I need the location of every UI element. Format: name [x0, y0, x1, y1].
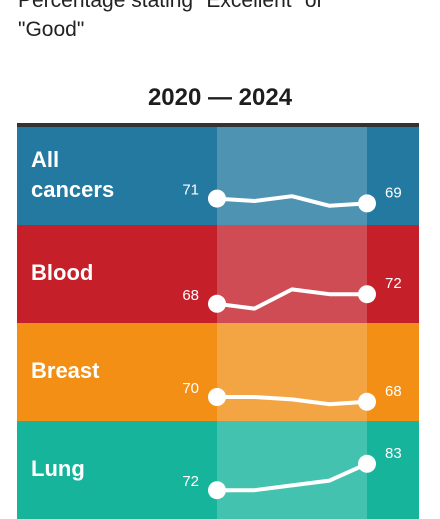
chart-rows: All cancers 71 69 Blood 68 72 Breast 70 68 Lung 72… [17, 127, 419, 519]
range-band [217, 323, 367, 421]
sparkline: 68 72 [182, 225, 402, 323]
end-value-label: 72 [385, 275, 402, 292]
sparkline: 72 83 [182, 421, 402, 519]
start-point [208, 294, 226, 313]
series-label: Lung [31, 456, 85, 481]
start-value-label: 71 [182, 182, 199, 199]
series-line [215, 287, 369, 311]
header-rule [17, 123, 419, 127]
range-band [217, 421, 367, 519]
end-value-label: 68 [385, 383, 402, 400]
series-label: Blood [31, 260, 94, 285]
row-2: Breast 70 68 [17, 323, 419, 421]
row-3: Lung 72 83 [17, 421, 419, 519]
end-point [358, 194, 376, 213]
start-value-label: 68 [182, 287, 199, 304]
end-point [358, 392, 376, 411]
end-point [358, 454, 376, 473]
row-0: All cancers 71 69 [17, 127, 419, 225]
end-point [358, 285, 376, 304]
start-point [208, 481, 226, 500]
row-1: Blood 68 72 [17, 225, 419, 323]
sparkline: 71 69 [182, 127, 402, 225]
start-point [208, 388, 226, 406]
start-value-label: 70 [182, 380, 199, 397]
series-line [215, 194, 369, 208]
sparkline: 70 68 [182, 323, 402, 421]
chart-subtitle: Percentage stating "Excellent" or "Good" [18, 0, 324, 41]
series-label: Breast [31, 358, 100, 383]
start-value-label: 72 [182, 473, 199, 490]
range-band [217, 127, 367, 225]
series-label: All cancers [31, 147, 115, 202]
series-line [215, 461, 369, 493]
series-line [215, 395, 369, 407]
end-value-label: 69 [385, 184, 402, 201]
end-value-label: 83 [385, 445, 402, 462]
period-label: 2020 — 2024 [147, 84, 293, 111]
start-point [208, 189, 226, 208]
